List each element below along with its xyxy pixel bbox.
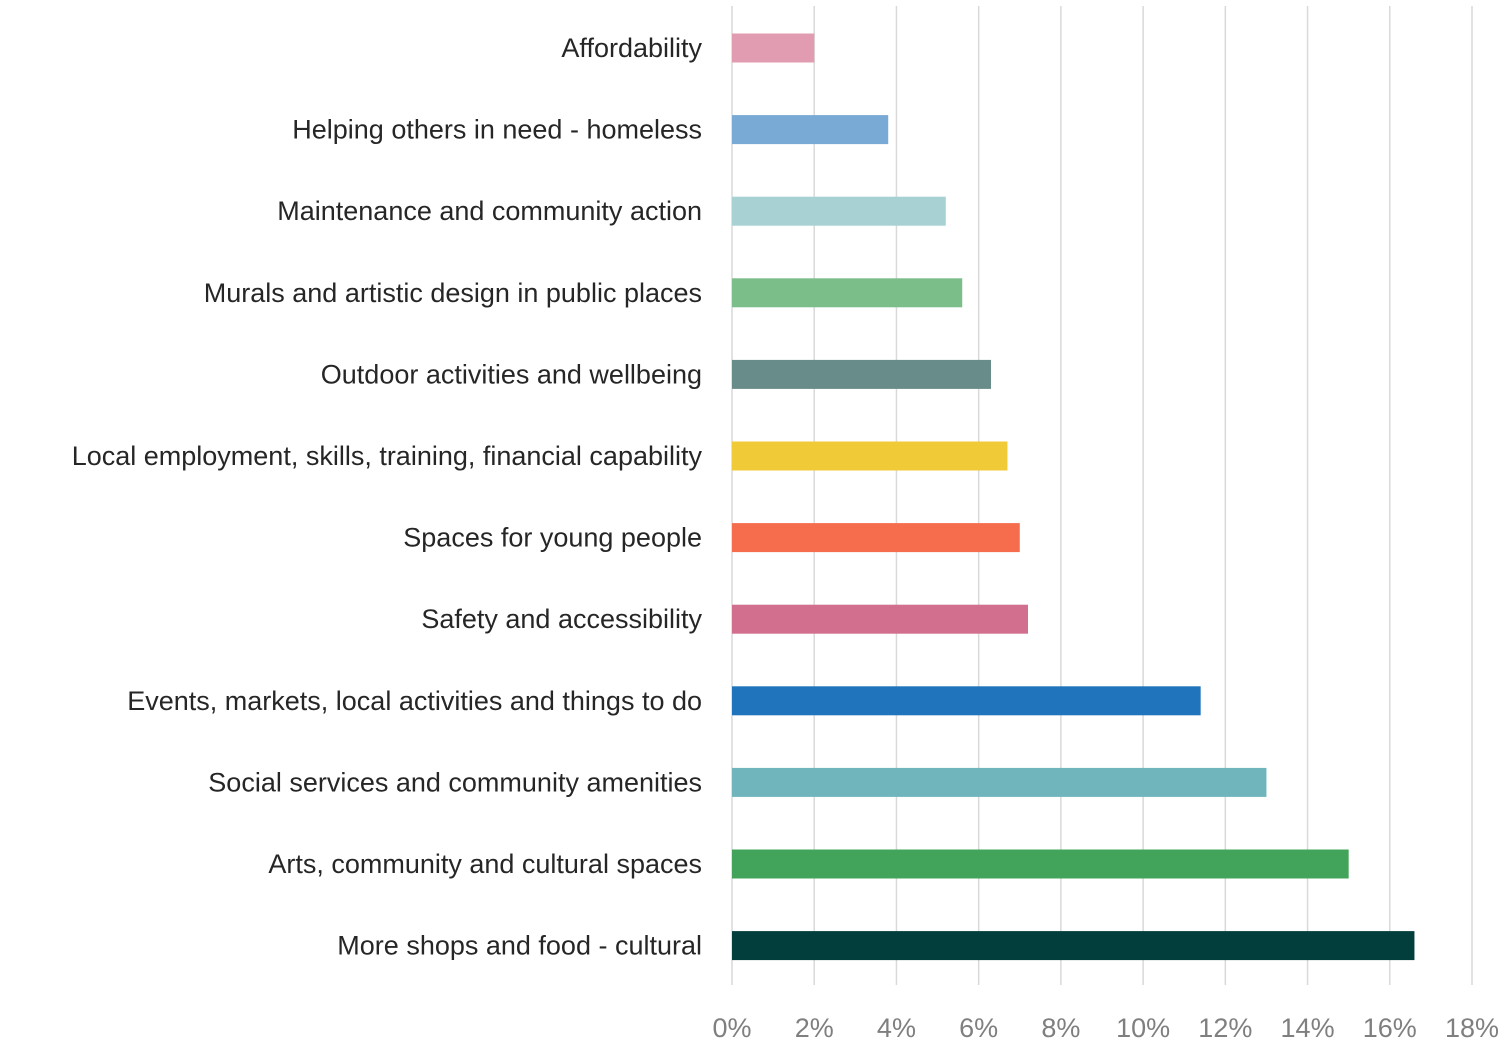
bar-2 — [732, 196, 946, 226]
category-label-6: Spaces for young people — [403, 523, 702, 553]
x-axis-tick-labels: 0% 2% 4% 6% 8% 10% 12% 14% 16% 18% — [712, 1013, 1499, 1041]
bar-0 — [732, 33, 815, 63]
category-label-9: Social services and community amenities — [208, 767, 702, 797]
x-tick-label-6: 12% — [1198, 1013, 1252, 1041]
category-label-3: Murals and artistic design in public pla… — [204, 278, 702, 308]
bar-5 — [732, 441, 1008, 471]
category-labels: Affordability Helping others in need - ho… — [72, 33, 703, 961]
category-label-11: More shops and food - cultural — [337, 931, 702, 961]
bar-9 — [732, 767, 1267, 797]
category-label-4: Outdoor activities and wellbeing — [321, 359, 702, 389]
x-tick-label-0: 0% — [712, 1013, 751, 1041]
x-tick-label-8: 16% — [1363, 1013, 1417, 1041]
category-label-5: Local employment, skills, training, fina… — [72, 441, 703, 471]
gridlines — [731, 6, 1473, 985]
x-tick-label-1: 2% — [795, 1013, 834, 1041]
x-tick-label-3: 6% — [959, 1013, 998, 1041]
x-tick-label-7: 14% — [1281, 1013, 1335, 1041]
category-label-1: Helping others in need - homeless — [292, 115, 702, 145]
bar-7 — [732, 604, 1028, 634]
x-tick-label-2: 4% — [877, 1013, 916, 1041]
category-label-10: Arts, community and cultural spaces — [268, 849, 702, 879]
bar-1 — [732, 115, 889, 145]
bar-10 — [732, 849, 1349, 879]
bar-4 — [732, 359, 991, 389]
bar-3 — [732, 278, 963, 308]
bar-6 — [732, 523, 1020, 553]
x-tick-label-4: 8% — [1041, 1013, 1080, 1041]
bar-8 — [732, 686, 1201, 716]
category-label-2: Maintenance and community action — [277, 196, 702, 226]
category-label-0: Affordability — [561, 33, 702, 63]
bars — [732, 33, 1415, 961]
bar-11 — [732, 931, 1415, 961]
x-tick-label-9: 18% — [1445, 1013, 1499, 1041]
x-tick-label-5: 10% — [1116, 1013, 1170, 1041]
category-label-7: Safety and accessibility — [421, 604, 702, 634]
category-label-8: Events, markets, local activities and th… — [127, 686, 702, 716]
